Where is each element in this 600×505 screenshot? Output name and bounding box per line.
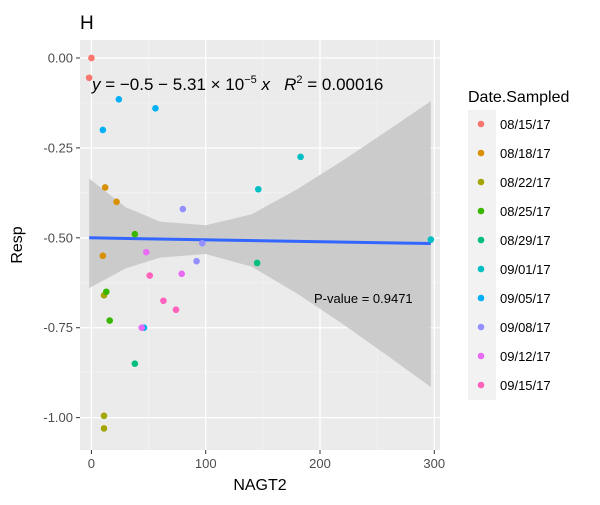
legend-label: 09/05/17 — [500, 291, 551, 306]
legend-label: 09/01/17 — [500, 262, 551, 277]
equation-y: y — [91, 75, 102, 94]
data-point — [115, 96, 123, 103]
data-point — [198, 239, 206, 247]
data-point — [131, 230, 139, 238]
legend-key — [477, 265, 485, 273]
legend-key — [477, 323, 485, 331]
data-point — [102, 288, 110, 296]
data-point — [100, 412, 108, 420]
data-point — [100, 425, 108, 432]
data-point — [85, 74, 93, 82]
data-point — [142, 248, 150, 256]
data-point — [113, 198, 120, 206]
legend: 08/15/17 08/18/17 08/22/17 08/25/17 08/29/17… — [468, 110, 551, 400]
data-point — [99, 252, 107, 260]
data-point — [297, 153, 304, 161]
legend-key-background — [468, 110, 496, 400]
points-layer — [85, 54, 435, 432]
y-axis-ticks: 0.00 -0.25 -0.50 -0.75 -1.00 — [43, 50, 80, 425]
legend-label: 08/15/17 — [500, 117, 551, 132]
equation-body: = −0.5 − 5.31 × 10 — [101, 75, 245, 94]
data-point — [101, 184, 109, 191]
trend-line-layer — [89, 236, 431, 246]
legend-key — [477, 178, 485, 186]
trend-line — [89, 236, 431, 246]
legend-label: 08/29/17 — [500, 233, 551, 248]
data-point — [172, 306, 180, 314]
confidence-band — [89, 101, 431, 388]
p-value-annotation: P-value = 0.9471 — [314, 291, 413, 306]
legend-label: 09/15/17 — [500, 378, 551, 393]
equation-r-value: = 0.00016 — [303, 75, 384, 94]
data-point — [88, 54, 95, 62]
data-point — [152, 105, 159, 112]
legend-key — [477, 352, 485, 360]
legend-label: 09/08/17 — [500, 320, 551, 335]
x-axis-ticks: 0 100 200 300 — [88, 450, 445, 471]
equation-x: x — [260, 75, 270, 94]
y-tick-label: 0.00 — [48, 50, 73, 65]
data-point — [131, 360, 139, 367]
legend-label: 08/22/17 — [500, 175, 551, 190]
confidence-band-layer — [89, 101, 431, 388]
legend-key — [477, 294, 485, 302]
x-tick-label: 100 — [195, 456, 217, 471]
equation-exponent: −5 — [244, 74, 257, 86]
legend-key — [477, 381, 485, 389]
data-point — [193, 257, 200, 265]
data-point — [179, 205, 187, 213]
data-point — [253, 259, 261, 267]
data-point — [138, 324, 146, 332]
y-axis-label: Resp — [9, 226, 26, 263]
equation-r-exponent: 2 — [296, 74, 302, 86]
chart-title: H — [80, 13, 94, 34]
data-point — [427, 236, 435, 243]
legend-label: 08/18/17 — [500, 146, 551, 161]
legend-key — [477, 149, 485, 157]
x-tick-label: 0 — [88, 456, 95, 471]
legend-key — [477, 207, 485, 215]
legend-label: 09/12/17 — [500, 349, 551, 364]
data-point — [178, 270, 186, 278]
equation-annotation: y = −0.5 − 5.31 × 10−5 x R2 = 0.00016 — [91, 74, 383, 94]
equation-r: R — [284, 75, 296, 94]
data-point — [254, 185, 262, 193]
y-tick-label: -1.00 — [43, 410, 73, 425]
data-point — [106, 317, 114, 324]
data-point — [99, 126, 107, 134]
y-tick-label: -0.50 — [43, 230, 73, 245]
x-axis-label: NAGT2 — [233, 477, 286, 494]
y-tick-label: -0.75 — [43, 320, 73, 335]
legend-key — [477, 120, 485, 128]
data-point — [146, 272, 154, 279]
legend-title: Date.Sampled — [468, 89, 569, 106]
x-tick-label: 300 — [423, 456, 445, 471]
legend-label: 08/25/17 — [500, 204, 551, 219]
data-point — [160, 297, 167, 305]
y-tick-label: -0.25 — [43, 140, 73, 155]
legend-key — [477, 236, 485, 244]
x-tick-label: 200 — [309, 456, 331, 471]
